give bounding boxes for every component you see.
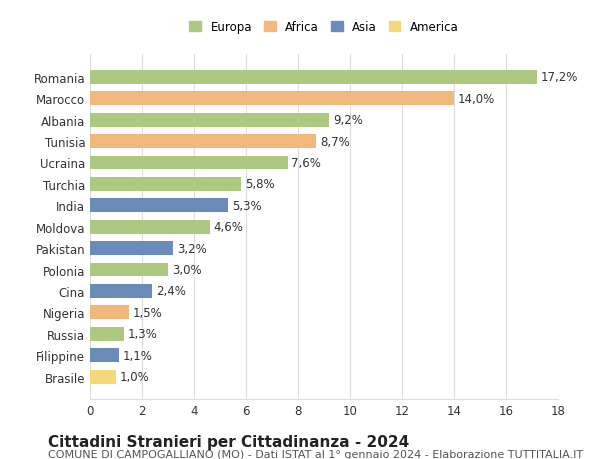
Bar	[90, 135, 316, 149]
Bar	[90, 92, 454, 106]
Text: 4,6%: 4,6%	[214, 221, 244, 234]
Bar	[90, 220, 209, 234]
Bar	[90, 199, 228, 213]
Text: COMUNE DI CAMPOGALLIANO (MO) - Dati ISTAT al 1° gennaio 2024 - Elaborazione TUTT: COMUNE DI CAMPOGALLIANO (MO) - Dati ISTA…	[48, 449, 583, 459]
Text: 2,4%: 2,4%	[156, 285, 186, 298]
Text: 14,0%: 14,0%	[458, 93, 495, 106]
Bar	[90, 327, 124, 341]
Text: 1,5%: 1,5%	[133, 306, 163, 319]
Text: 1,3%: 1,3%	[128, 328, 157, 341]
Text: 5,8%: 5,8%	[245, 178, 274, 191]
Text: 7,6%: 7,6%	[292, 157, 322, 170]
Text: 1,0%: 1,0%	[120, 370, 149, 383]
Text: 9,2%: 9,2%	[333, 114, 363, 127]
Bar	[90, 113, 329, 127]
Text: 17,2%: 17,2%	[541, 71, 578, 84]
Bar	[90, 348, 119, 362]
Text: Cittadini Stranieri per Cittadinanza - 2024: Cittadini Stranieri per Cittadinanza - 2…	[48, 434, 409, 449]
Text: 8,7%: 8,7%	[320, 135, 350, 148]
Bar	[90, 156, 287, 170]
Text: 3,0%: 3,0%	[172, 263, 202, 276]
Bar	[90, 284, 152, 298]
Text: 1,1%: 1,1%	[122, 349, 152, 362]
Bar	[90, 178, 241, 191]
Bar	[90, 241, 173, 256]
Bar	[90, 370, 116, 384]
Text: 3,2%: 3,2%	[177, 242, 207, 255]
Bar	[90, 263, 168, 277]
Bar	[90, 71, 537, 84]
Text: 5,3%: 5,3%	[232, 199, 262, 213]
Legend: Europa, Africa, Asia, America: Europa, Africa, Asia, America	[185, 16, 463, 39]
Bar	[90, 306, 129, 319]
